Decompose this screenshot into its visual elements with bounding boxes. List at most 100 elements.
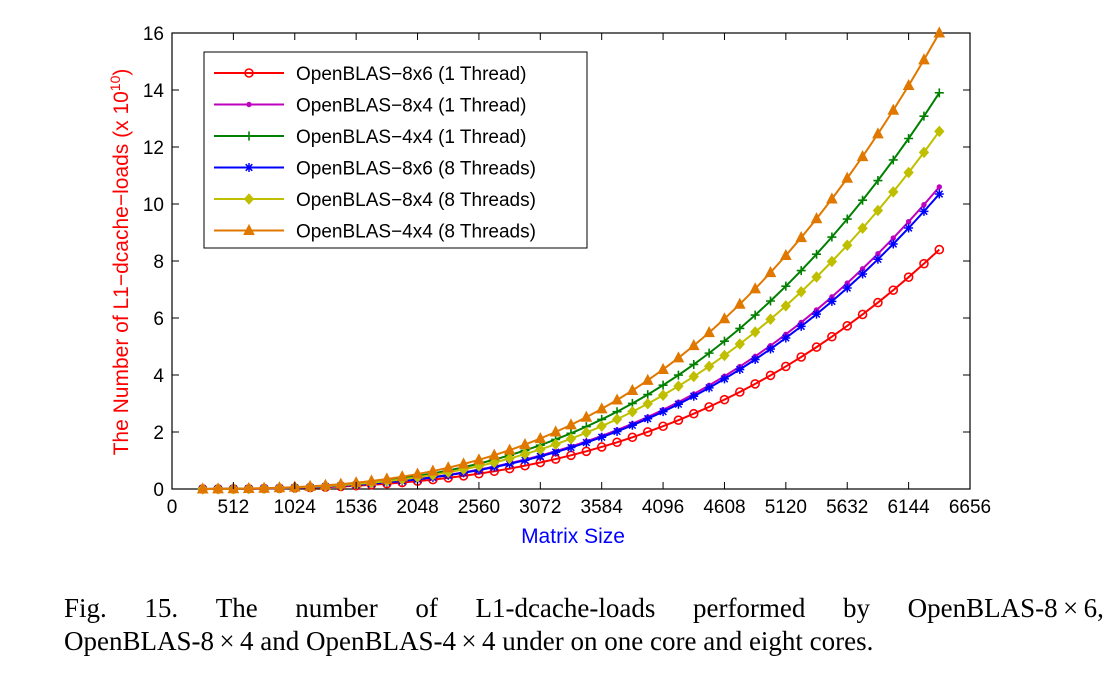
data-point <box>749 326 761 338</box>
data-point <box>872 204 884 217</box>
data-point <box>641 373 654 385</box>
data-point <box>565 432 577 445</box>
legend-label: OpenBLAS−4x4 (8 Threads) <box>296 222 536 243</box>
data-point <box>934 244 945 255</box>
data-point <box>918 53 930 65</box>
data-point <box>457 457 470 469</box>
caption-line-2: OpenBLAS-8 × 4 and OpenBLAS-4 × 4 under … <box>64 626 874 656</box>
y-tick-label: 12 <box>143 138 164 159</box>
data-point <box>826 255 838 268</box>
line-chart: 0 512 1024 1536 2048 2560 3072 3584 4096 4608 5120… <box>107 24 991 548</box>
data-point <box>918 146 930 159</box>
data-point <box>857 222 868 235</box>
data-point <box>520 455 530 465</box>
y-tick-label: 0 <box>153 480 164 501</box>
x-tick-label: 3072 <box>519 497 561 518</box>
data-point <box>504 452 515 465</box>
legend-label: OpenBLAS−8x4 (1 Thread) <box>296 96 526 117</box>
caption-word: of <box>415 593 438 623</box>
caption-word: performed <box>692 593 806 623</box>
data-point <box>673 380 684 392</box>
data-point <box>934 88 944 98</box>
data-point <box>781 333 791 343</box>
data-point <box>733 297 746 309</box>
data-point <box>611 413 623 425</box>
y-axis-ticks: 0 2 4 6 8 10 12 14 16 <box>143 24 970 501</box>
data-point <box>888 239 898 249</box>
data-point <box>565 418 577 430</box>
data-point <box>919 206 929 216</box>
legend-box <box>203 51 588 249</box>
series-line <box>202 248 940 490</box>
data-point <box>612 426 622 436</box>
data-point <box>719 394 730 405</box>
data-point <box>827 331 837 342</box>
caption-line-1: Fig. 15. The number of L1-dcache-loads p… <box>64 592 1104 625</box>
data-point <box>580 410 593 422</box>
legend-item: OpenBLAS−8x6 (1 Thread) <box>214 64 526 85</box>
data-point <box>902 78 915 91</box>
data-point <box>473 453 485 465</box>
data-point <box>888 285 899 295</box>
data-point <box>597 432 607 442</box>
y-tick-label: 8 <box>153 252 164 273</box>
data-point <box>566 443 576 453</box>
legend-label: OpenBLAS−8x6 (8 Threads) <box>296 159 536 180</box>
data-point <box>921 201 927 208</box>
x-tick-label: 5632 <box>826 497 868 518</box>
data-point <box>750 310 760 320</box>
legend-item: OpenBLAS−8x6 (8 Threads) <box>214 159 536 180</box>
data-point <box>489 456 500 469</box>
data-point <box>734 338 745 350</box>
data-point <box>827 232 837 242</box>
data-point <box>812 249 822 259</box>
caption-word: The <box>215 593 258 623</box>
data-point <box>811 342 822 352</box>
data-point <box>643 414 653 424</box>
x-tick-label: 4096 <box>642 497 684 518</box>
x-tick-label: 1536 <box>335 497 377 518</box>
data-point <box>766 344 775 354</box>
data-point <box>888 186 899 198</box>
data-point <box>796 266 806 276</box>
data-point <box>244 163 254 172</box>
data-point <box>766 296 775 306</box>
x-tick-label: 2560 <box>458 497 500 518</box>
data-point <box>246 101 252 108</box>
caption-word: by <box>843 593 871 623</box>
legend-label: OpenBLAS−8x4 (8 Threads) <box>296 190 536 211</box>
data-point <box>595 402 608 414</box>
data-point <box>827 296 837 306</box>
data-point <box>796 321 806 331</box>
data-point <box>735 387 745 397</box>
data-point <box>319 478 332 490</box>
y-tick-label: 6 <box>153 309 164 330</box>
data-point <box>719 349 730 362</box>
legend: OpenBLAS−8x6 (1 Thread) OpenBLAS−8x4 (1 T… <box>203 51 588 249</box>
data-point <box>810 212 823 224</box>
data-point <box>934 189 944 199</box>
data-point <box>596 442 607 452</box>
data-point <box>919 111 929 121</box>
data-point <box>750 355 760 365</box>
data-point <box>581 438 591 448</box>
data-point <box>243 223 255 235</box>
y-axis-label-close: ) <box>110 69 133 76</box>
x-tick-label: 0 <box>167 497 178 518</box>
data-point <box>735 323 745 333</box>
data-point <box>826 192 838 204</box>
data-point <box>642 398 653 410</box>
series <box>196 26 946 494</box>
data-point <box>304 479 316 491</box>
y-tick-label: 14 <box>143 81 165 102</box>
data-point <box>936 184 943 190</box>
figure-caption: Fig. 15. The number of L1-dcache-loads p… <box>64 592 1104 658</box>
data-point <box>780 248 792 261</box>
data-point <box>781 281 791 291</box>
data-point <box>703 326 715 338</box>
data-point <box>673 399 683 409</box>
data-point <box>334 477 347 489</box>
data-point <box>904 134 914 144</box>
data-point <box>212 482 224 494</box>
data-point <box>244 131 254 141</box>
